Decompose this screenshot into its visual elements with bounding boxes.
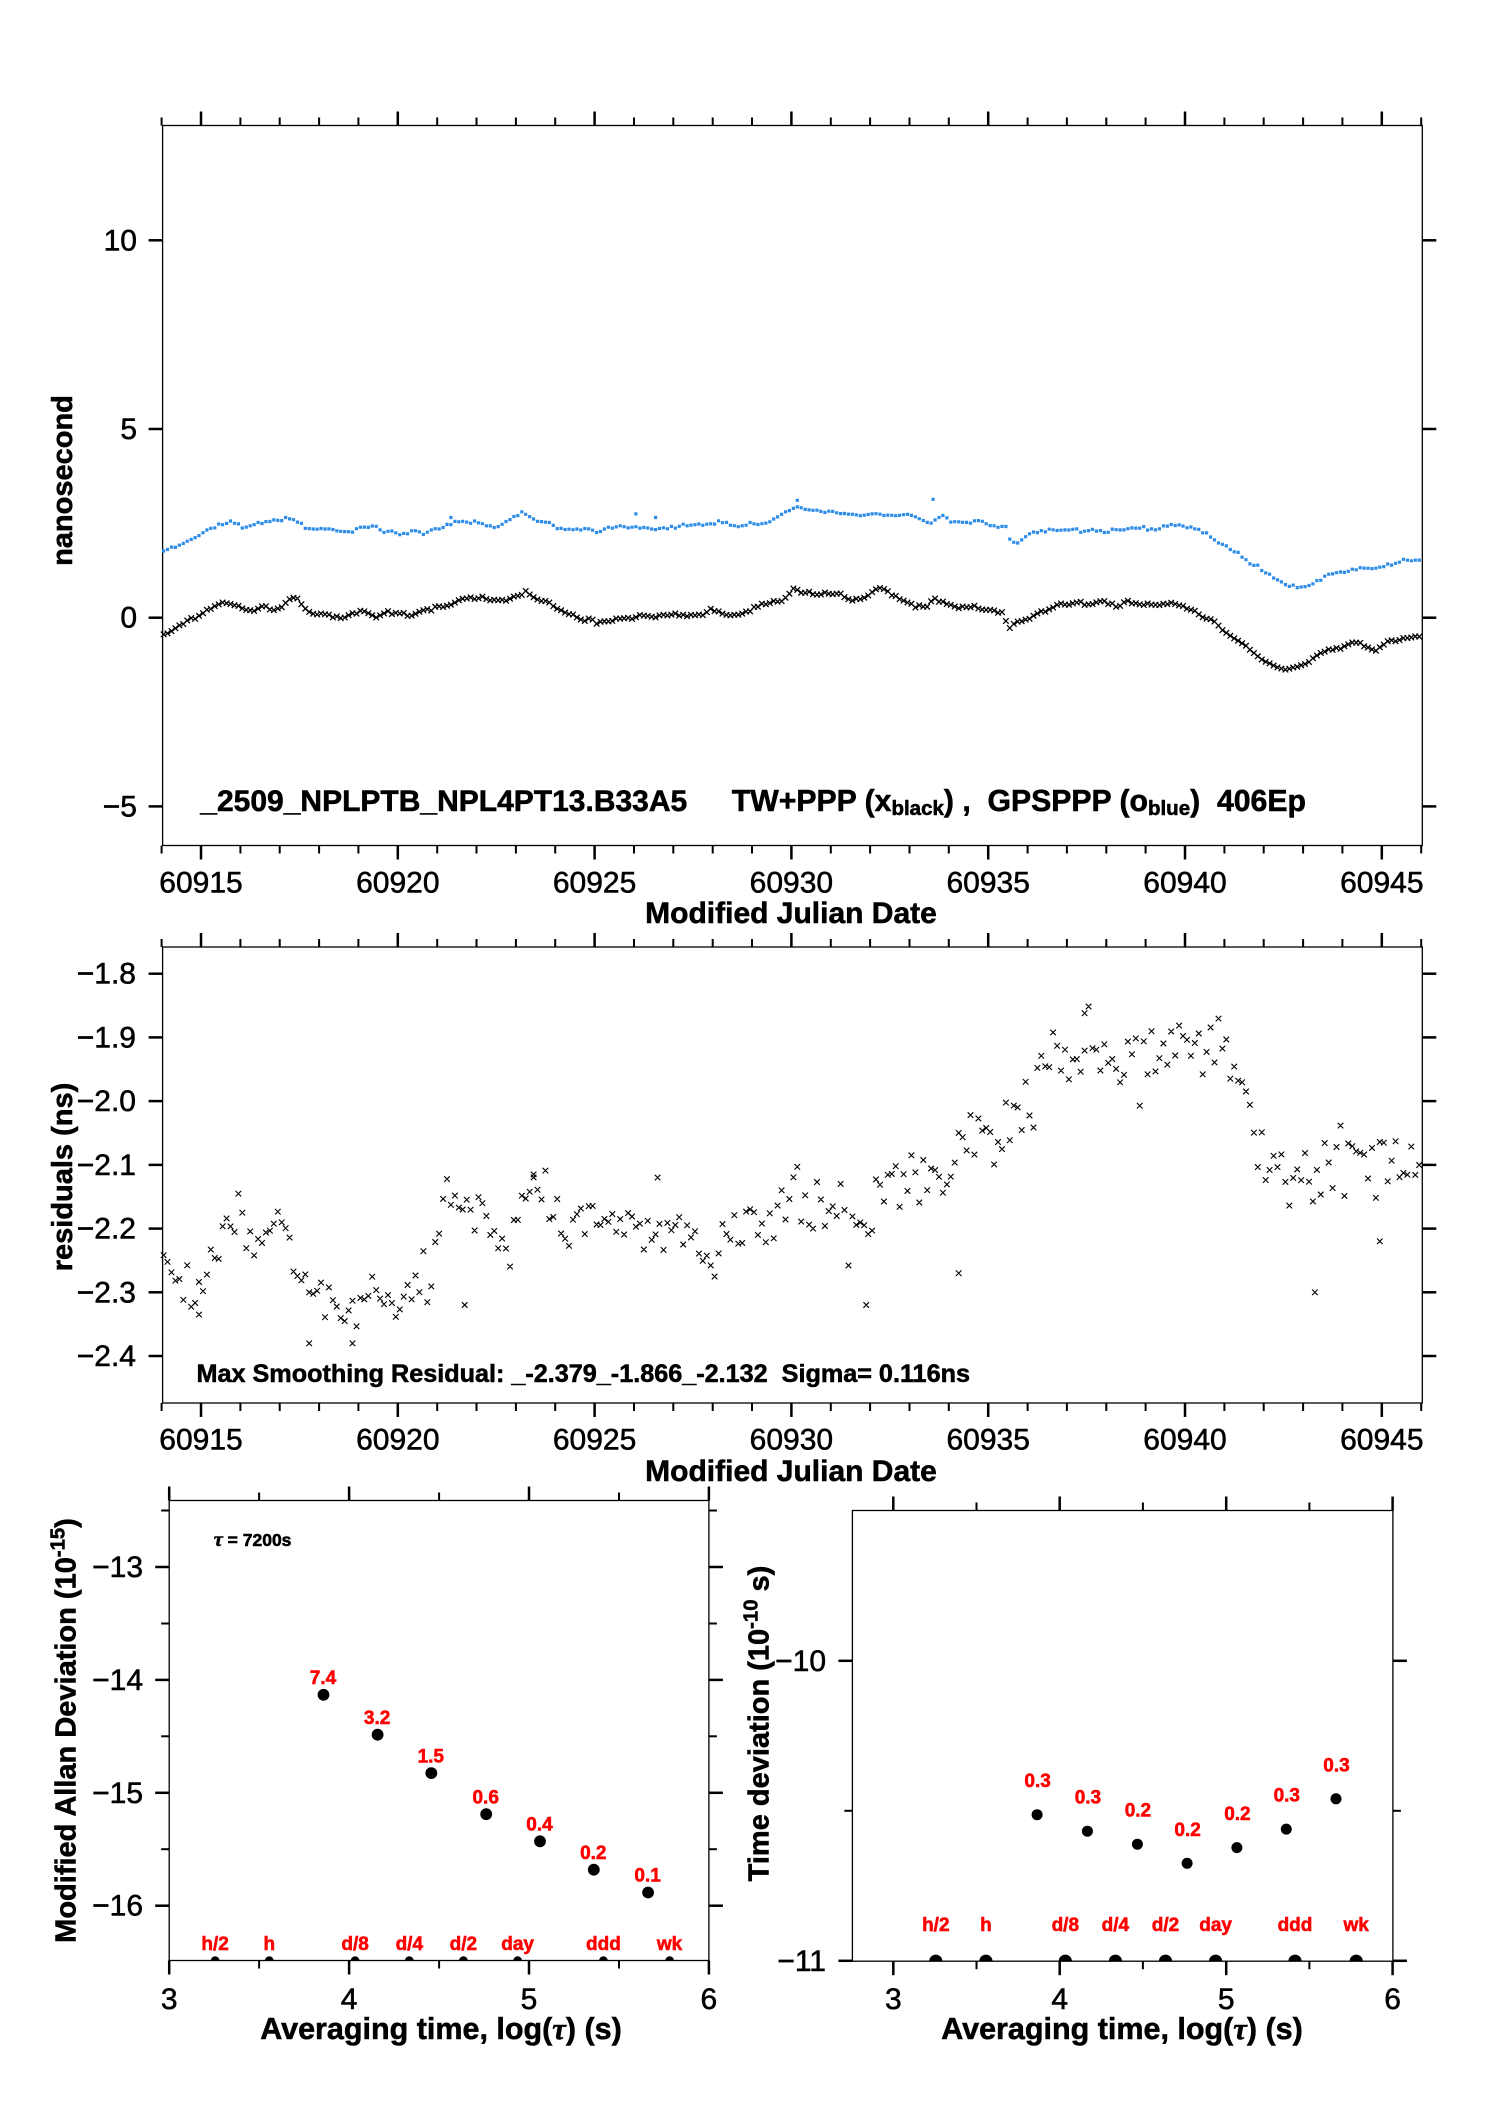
svg-text:−10: −10 <box>775 1645 826 1678</box>
svg-text:60940: 60940 <box>1143 867 1226 900</box>
svg-text:Max Smoothing Residual: _-2.37: Max Smoothing Residual: _-2.379_-1.866_-… <box>197 1360 970 1388</box>
svg-text:0.3: 0.3 <box>1024 1771 1050 1792</box>
svg-text:−13: −13 <box>92 1551 143 1584</box>
svg-text:Modified Julian Date: Modified Julian Date <box>645 897 937 930</box>
svg-text:60925: 60925 <box>553 867 636 900</box>
svg-text:−2.1: −2.1 <box>77 1149 136 1182</box>
svg-text:−2.2: −2.2 <box>77 1213 136 1246</box>
svg-text:60930: 60930 <box>750 1424 833 1457</box>
svg-text:residuals (ns): residuals (ns) <box>47 1083 79 1272</box>
svg-text:0.1: 0.1 <box>634 1866 661 1887</box>
svg-text:0.4: 0.4 <box>526 1815 553 1836</box>
svg-text:day: day <box>1199 1915 1232 1936</box>
svg-text:−5: −5 <box>103 790 137 823</box>
svg-text:60925: 60925 <box>553 1424 636 1457</box>
svg-text:0.2: 0.2 <box>1125 1801 1151 1822</box>
svg-text:5: 5 <box>1218 1983 1235 2016</box>
svg-text:−14: −14 <box>92 1664 143 1697</box>
svg-text:h/2: h/2 <box>201 1934 228 1955</box>
svg-text:Modified Allan Deviation (10-1: Modified Allan Deviation (10-15) <box>48 1518 83 1943</box>
svg-text:Modified Julian Date: Modified Julian Date <box>645 1455 937 1488</box>
svg-text:τ = 7200s: τ = 7200s <box>214 1529 292 1551</box>
svg-text:3: 3 <box>885 1983 902 2016</box>
svg-text:day: day <box>501 1934 534 1955</box>
svg-text:4: 4 <box>341 1983 358 2016</box>
svg-text:60920: 60920 <box>356 1424 439 1457</box>
svg-text:0.2: 0.2 <box>580 1843 606 1864</box>
svg-text:0.3: 0.3 <box>1075 1788 1101 1809</box>
svg-text:0.3: 0.3 <box>1274 1786 1300 1807</box>
svg-text:0.3: 0.3 <box>1323 1755 1349 1776</box>
svg-text:Averaging time, log(τ) (s): Averaging time, log(τ) (s) <box>941 2012 1303 2046</box>
svg-text:−15: −15 <box>92 1777 143 1810</box>
svg-text:3.2: 3.2 <box>364 1708 390 1729</box>
svg-text:−2.3: −2.3 <box>77 1276 136 1309</box>
svg-text:60945: 60945 <box>1340 1424 1423 1457</box>
svg-text:d/4: d/4 <box>396 1934 424 1955</box>
svg-text:−1.9: −1.9 <box>77 1021 136 1054</box>
svg-text:6: 6 <box>1384 1983 1401 2016</box>
svg-text:ddd: ddd <box>586 1934 621 1955</box>
svg-text:60935: 60935 <box>946 867 1029 900</box>
svg-text:60940: 60940 <box>1143 1424 1226 1457</box>
svg-text:−11: −11 <box>777 1945 826 1978</box>
svg-text:5: 5 <box>521 1983 538 2016</box>
svg-text:h/2: h/2 <box>922 1915 949 1936</box>
svg-text:10: 10 <box>104 224 137 257</box>
svg-text:60930: 60930 <box>750 867 833 900</box>
svg-text:−2.0: −2.0 <box>77 1085 136 1118</box>
svg-text:3: 3 <box>161 1983 178 2016</box>
svg-text:6: 6 <box>701 1983 718 2016</box>
svg-text:7.4: 7.4 <box>310 1668 337 1689</box>
svg-text:5: 5 <box>120 413 137 446</box>
svg-text:d/2: d/2 <box>450 1934 477 1955</box>
svg-text:Averaging time, log(τ) (s): Averaging time, log(τ) (s) <box>260 2012 622 2046</box>
svg-text:d/8: d/8 <box>341 1934 368 1955</box>
svg-text:60915: 60915 <box>159 1424 242 1457</box>
svg-text:4: 4 <box>1051 1983 1068 2016</box>
svg-text:nanosecond: nanosecond <box>47 395 79 566</box>
svg-text:h: h <box>263 1934 275 1955</box>
svg-text:ddd: ddd <box>1278 1915 1313 1936</box>
svg-text:h: h <box>980 1915 992 1936</box>
svg-text:wk: wk <box>1343 1915 1370 1936</box>
svg-text:d/2: d/2 <box>1152 1915 1179 1936</box>
svg-text:0.6: 0.6 <box>472 1787 498 1808</box>
svg-text:60920: 60920 <box>356 867 439 900</box>
svg-text:d/4: d/4 <box>1102 1915 1130 1936</box>
svg-text:d/8: d/8 <box>1052 1915 1079 1936</box>
svg-text:1.5: 1.5 <box>418 1746 445 1767</box>
svg-text:60935: 60935 <box>946 1424 1029 1457</box>
svg-text:0: 0 <box>120 602 137 635</box>
svg-text:0.2: 0.2 <box>1174 1820 1200 1841</box>
svg-text:wk: wk <box>656 1934 683 1955</box>
svg-text:−16: −16 <box>92 1890 143 1923</box>
svg-text:0.2: 0.2 <box>1224 1804 1250 1825</box>
svg-text:60915: 60915 <box>159 867 242 900</box>
svg-text:−2.4: −2.4 <box>77 1340 136 1373</box>
svg-text:−1.8: −1.8 <box>77 958 136 991</box>
svg-text:60945: 60945 <box>1340 867 1423 900</box>
